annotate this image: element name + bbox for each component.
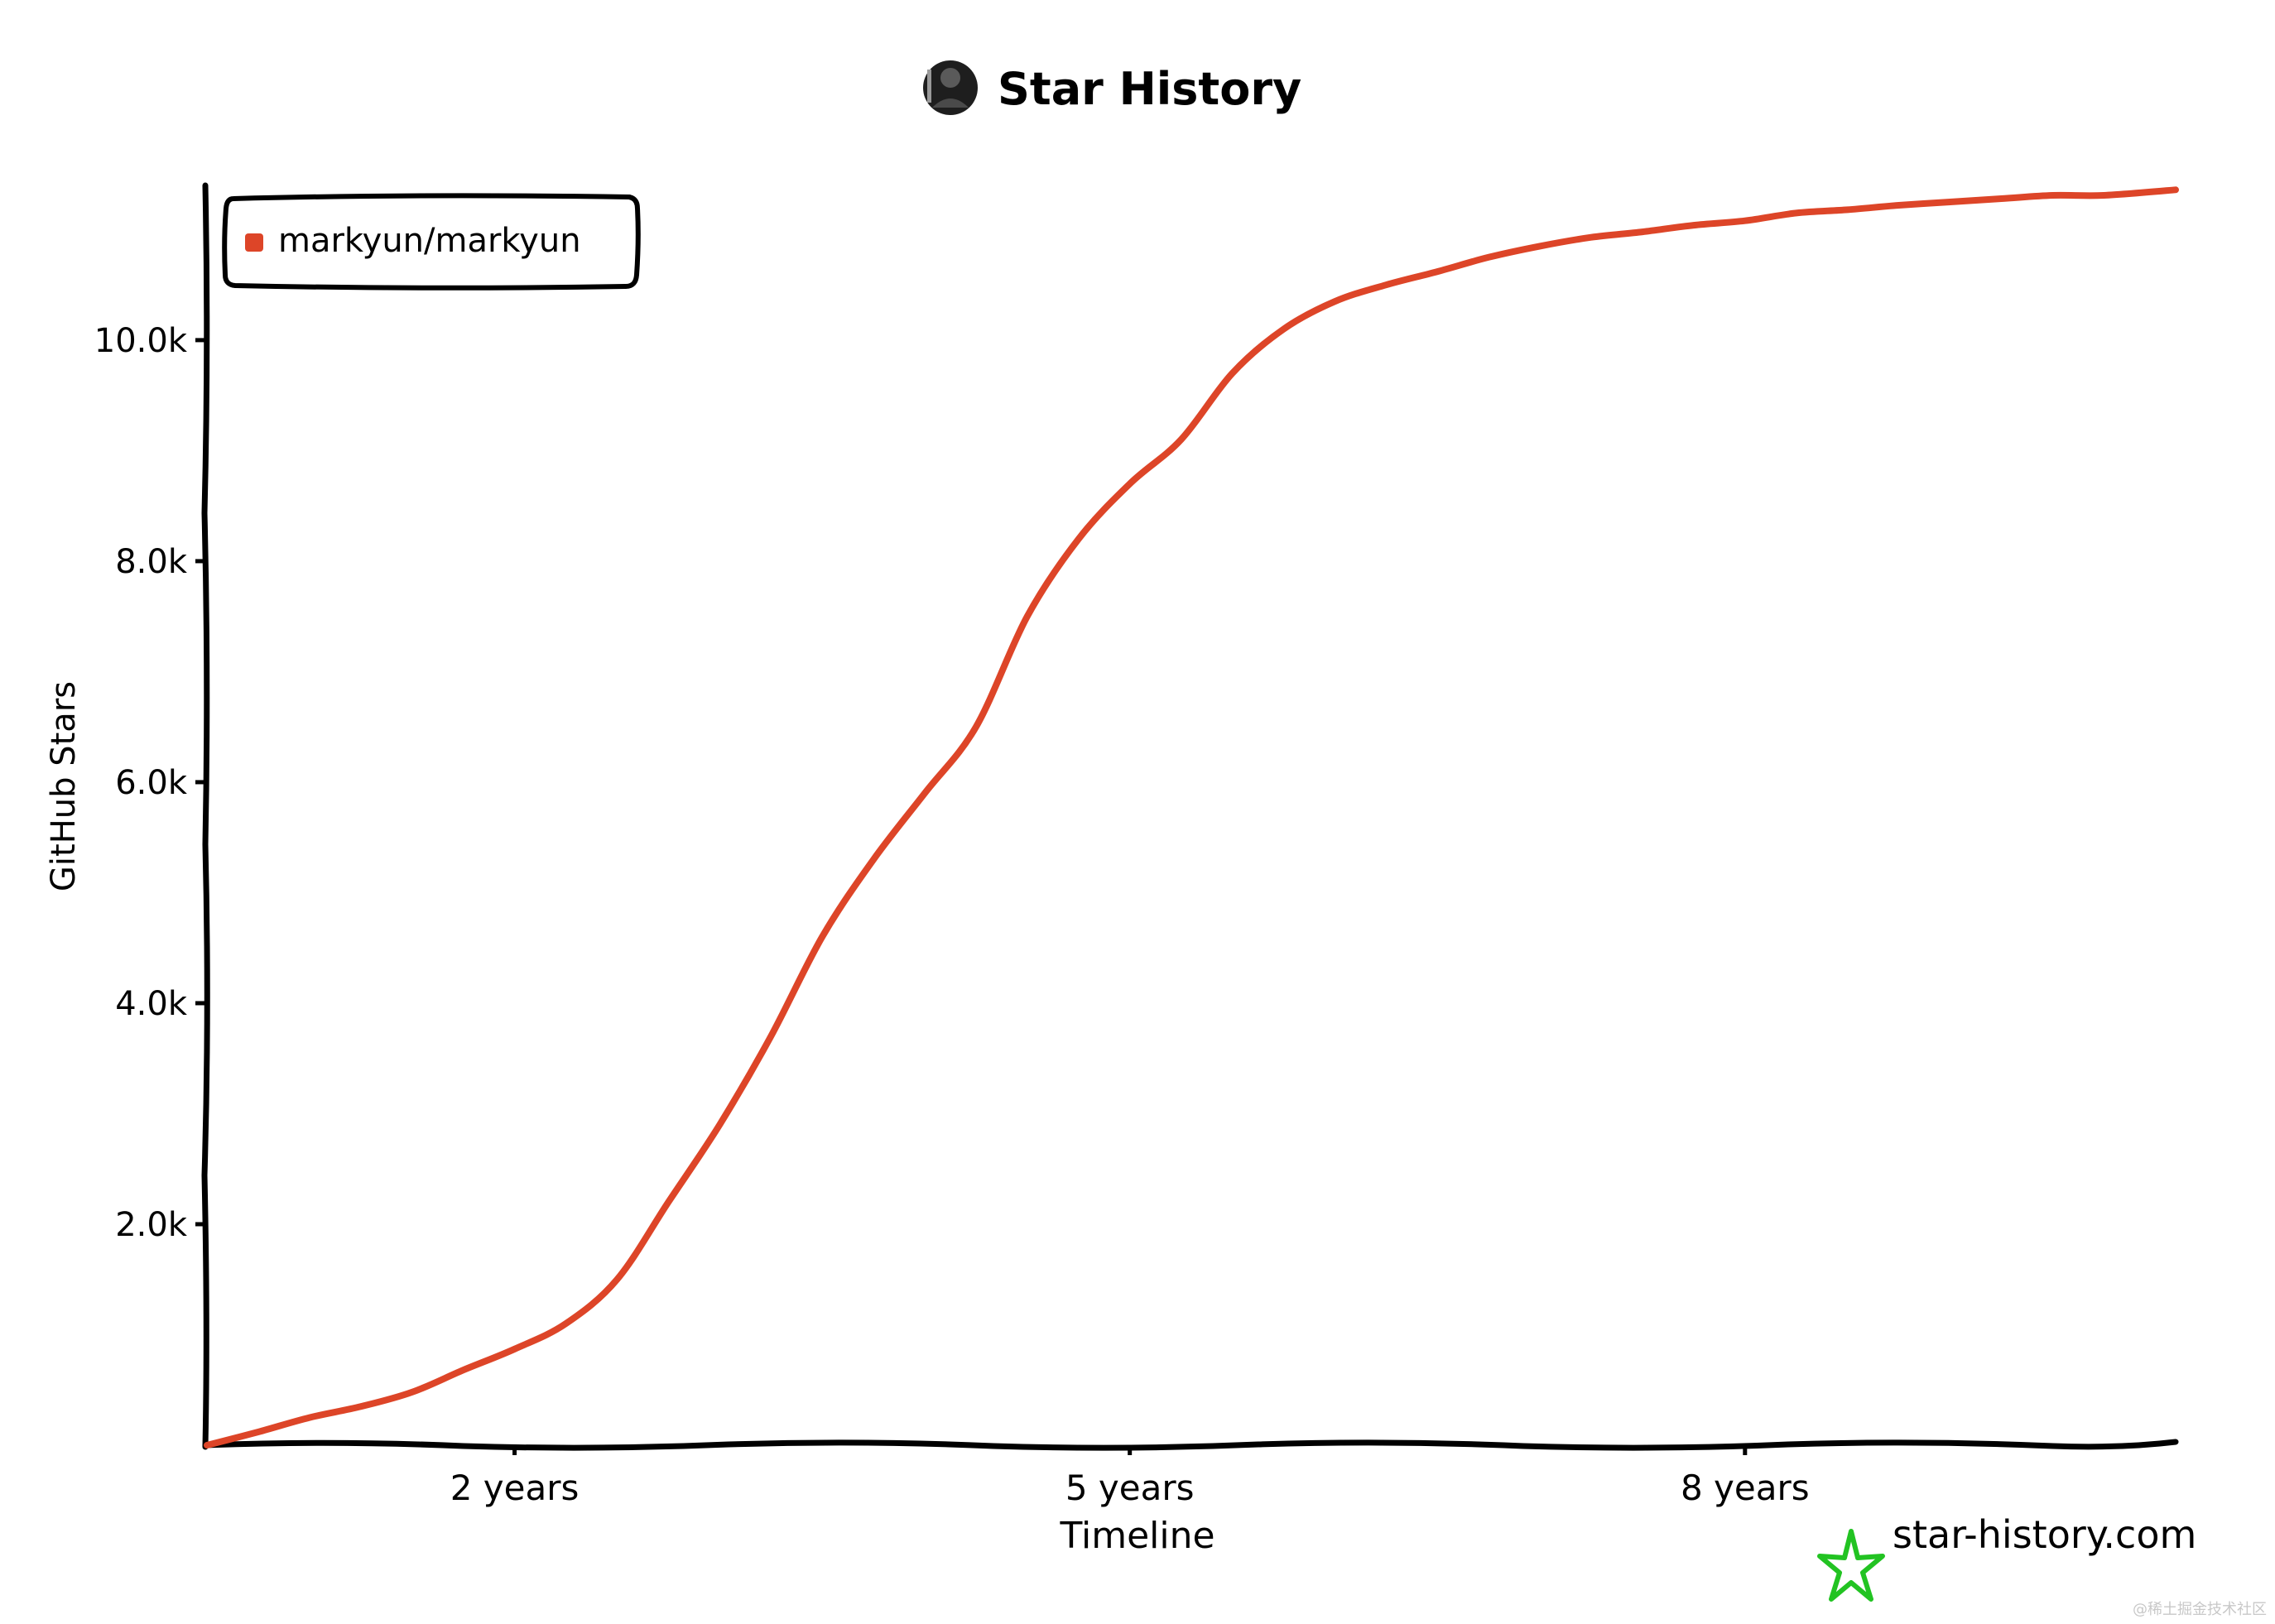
- x-tick-label: 5 years: [1065, 1468, 1195, 1508]
- star-outline-icon: [1817, 1529, 1885, 1602]
- x-tick-labels: 2 years 5 years 8 years: [450, 1445, 1810, 1508]
- axes: [201, 182, 2179, 1451]
- legend-label: markyun/markyun: [278, 222, 581, 260]
- x-axis-line: [202, 1439, 2179, 1451]
- series-line-markyun: [204, 186, 2179, 1449]
- brand-name: star-history.com: [1893, 1512, 2196, 1557]
- x-axis-label: Timeline: [1059, 1515, 1214, 1557]
- chart-title: Star History: [998, 63, 1301, 115]
- x-tick-label: 8 years: [1681, 1468, 1810, 1508]
- legend: markyun/markyun: [222, 193, 641, 291]
- y-tick-labels: 2.0k 4.0k 6.0k 8.0k 10.0k: [94, 322, 207, 1244]
- y-tick-label: 2.0k: [115, 1206, 188, 1244]
- y-tick-label: 4.0k: [115, 985, 188, 1023]
- x-tick-label: 2 years: [450, 1468, 580, 1508]
- brand: star-history.com: [1817, 1512, 2196, 1602]
- y-tick-label: 6.0k: [115, 764, 188, 802]
- user-avatar-icon: [923, 60, 978, 115]
- y-tick-label: 10.0k: [94, 322, 188, 360]
- watermark: @稀土掘金技术社区: [2133, 1601, 2267, 1618]
- y-axis-label: GitHub Stars: [45, 681, 83, 891]
- chart-header: Star History: [923, 60, 1301, 115]
- y-tick-label: 8.0k: [115, 543, 188, 581]
- y-axis-line: [201, 182, 210, 1450]
- legend-box: [222, 193, 641, 291]
- legend-swatch: [245, 233, 263, 252]
